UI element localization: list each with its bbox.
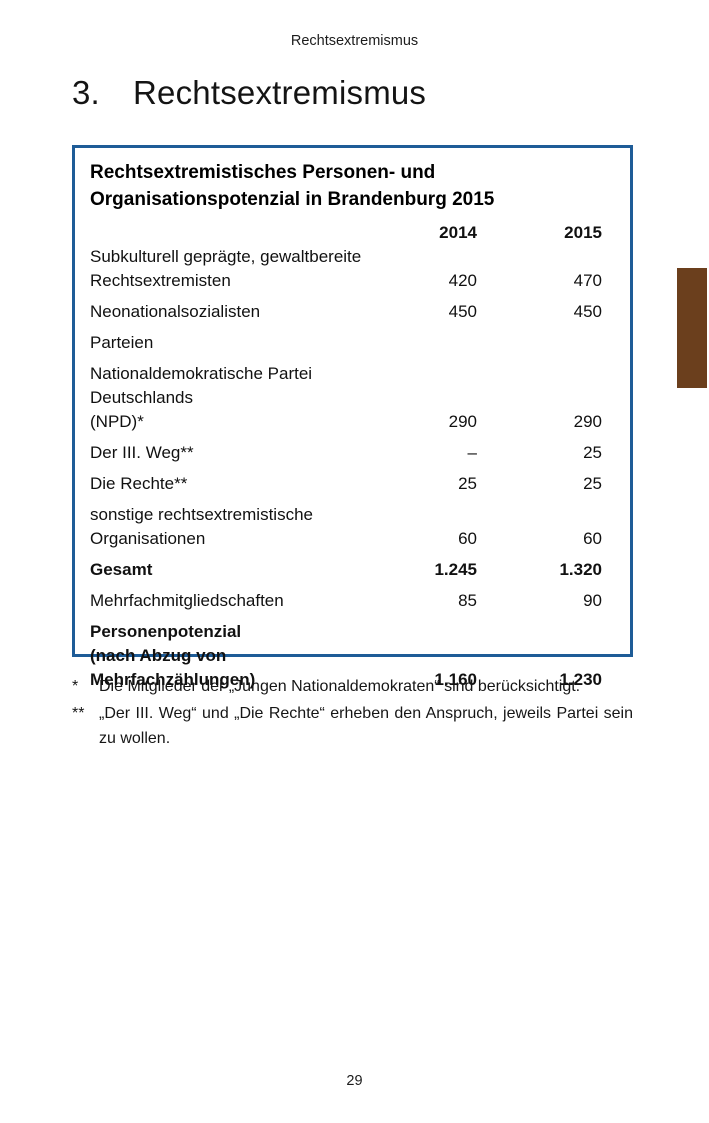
statistics-table-box: Rechtsextremistisches Personen- und Orga… [72,145,633,689]
table-row: Parteien [90,331,602,355]
value-2015: 1.320 [559,560,602,579]
value-2015: 25 [583,474,602,493]
table-column-headers: 2014 2015 [90,221,602,245]
row-label: Der III. Weg** [90,443,194,462]
chapter-edge-tab [677,268,707,388]
table-row: Der III. Weg** – 25 [90,441,602,465]
value-2014: 1.245 [434,560,477,579]
row-label: Nationaldemokratische Partei Deutschland… [90,364,313,431]
row-label: Personenpotenzial (nach Abzug von Mehrfa… [90,622,256,689]
row-label: Subkulturell geprägte, gewaltbereite Rec… [90,247,362,290]
table-title-line2: Organisationspotenzial in Brandenburg 20… [90,189,495,210]
table-row: sonstige rechtsextremistische Organisati… [90,503,602,551]
value-2015: 290 [573,412,602,431]
section-number: 3. [72,74,100,111]
value-2015: 1.230 [559,670,602,689]
page-number: 29 [346,1073,363,1089]
value-2015: 90 [583,591,602,610]
value-2014: 450 [448,302,477,321]
value-2014: 290 [448,412,477,431]
value-2014: 60 [458,529,477,548]
value-2015: 25 [583,443,602,462]
row-label: Mehrfachmitgliedschaften [90,591,284,610]
footnote-marker: ** [72,705,85,722]
table-row: Subkulturell geprägte, gewaltbereite Rec… [90,245,602,293]
value-2014: 85 [458,591,477,610]
section-title: Rechtsextremismus [133,74,427,111]
table-row-total: Gesamt 1.245 1.320 [90,558,602,582]
value-2014: – [467,443,477,462]
value-2014: 25 [458,474,477,493]
row-label: Neonationalsozialisten [90,302,261,321]
footnote: ** „Der III. Weg“ und „Die Rechte“ erheb… [72,701,633,751]
table-row: Die Rechte** 25 25 [90,472,602,496]
table-title: Rechtsextremistisches Personen- und Orga… [90,159,602,213]
running-header: Rechtsextremismus [290,33,419,49]
footnote: * Die Mitglieder der „Jungen Nationaldem… [72,674,633,699]
table-row: Nationaldemokratische Partei Deutschland… [90,362,602,434]
row-label: Die Rechte** [90,474,188,493]
value-2015: 60 [583,529,602,548]
section-heading: 3. Rechtsextremismus [72,74,426,112]
value-2015: 470 [573,271,602,290]
footnotes: * Die Mitglieder der „Jungen Nationaldem… [72,674,633,753]
table-title-line1: Rechtsextremistisches Personen- und [90,162,436,183]
footnote-text: Die Mitglieder der „Jungen Nationaldemok… [99,678,581,695]
value-2014: 1.160 [434,670,477,689]
row-label: Parteien [90,333,154,352]
value-2014: 420 [448,271,477,290]
column-header-2015: 2015 [564,223,602,242]
table-row: Neonationalsozialisten 450 450 [90,300,602,324]
table-row-total: Personenpotenzial (nach Abzug von Mehrfa… [90,620,602,692]
row-label: Gesamt [90,560,153,579]
footnote-text: „Der III. Weg“ und „Die Rechte“ erheben … [99,705,633,747]
value-2015: 450 [573,302,602,321]
row-label: sonstige rechtsextremistische Organisati… [90,505,313,548]
table-row: Mehrfachmitgliedschaften 85 90 [90,589,602,613]
footnote-marker: * [72,678,79,695]
column-header-2014: 2014 [439,223,477,242]
